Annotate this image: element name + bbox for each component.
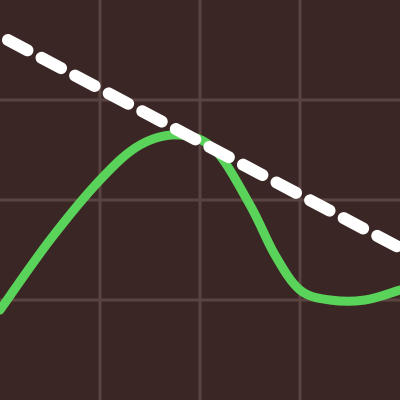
series-group [0, 34, 400, 315]
solid-data-line [0, 130, 400, 315]
dashed-trend-line [2, 34, 400, 254]
